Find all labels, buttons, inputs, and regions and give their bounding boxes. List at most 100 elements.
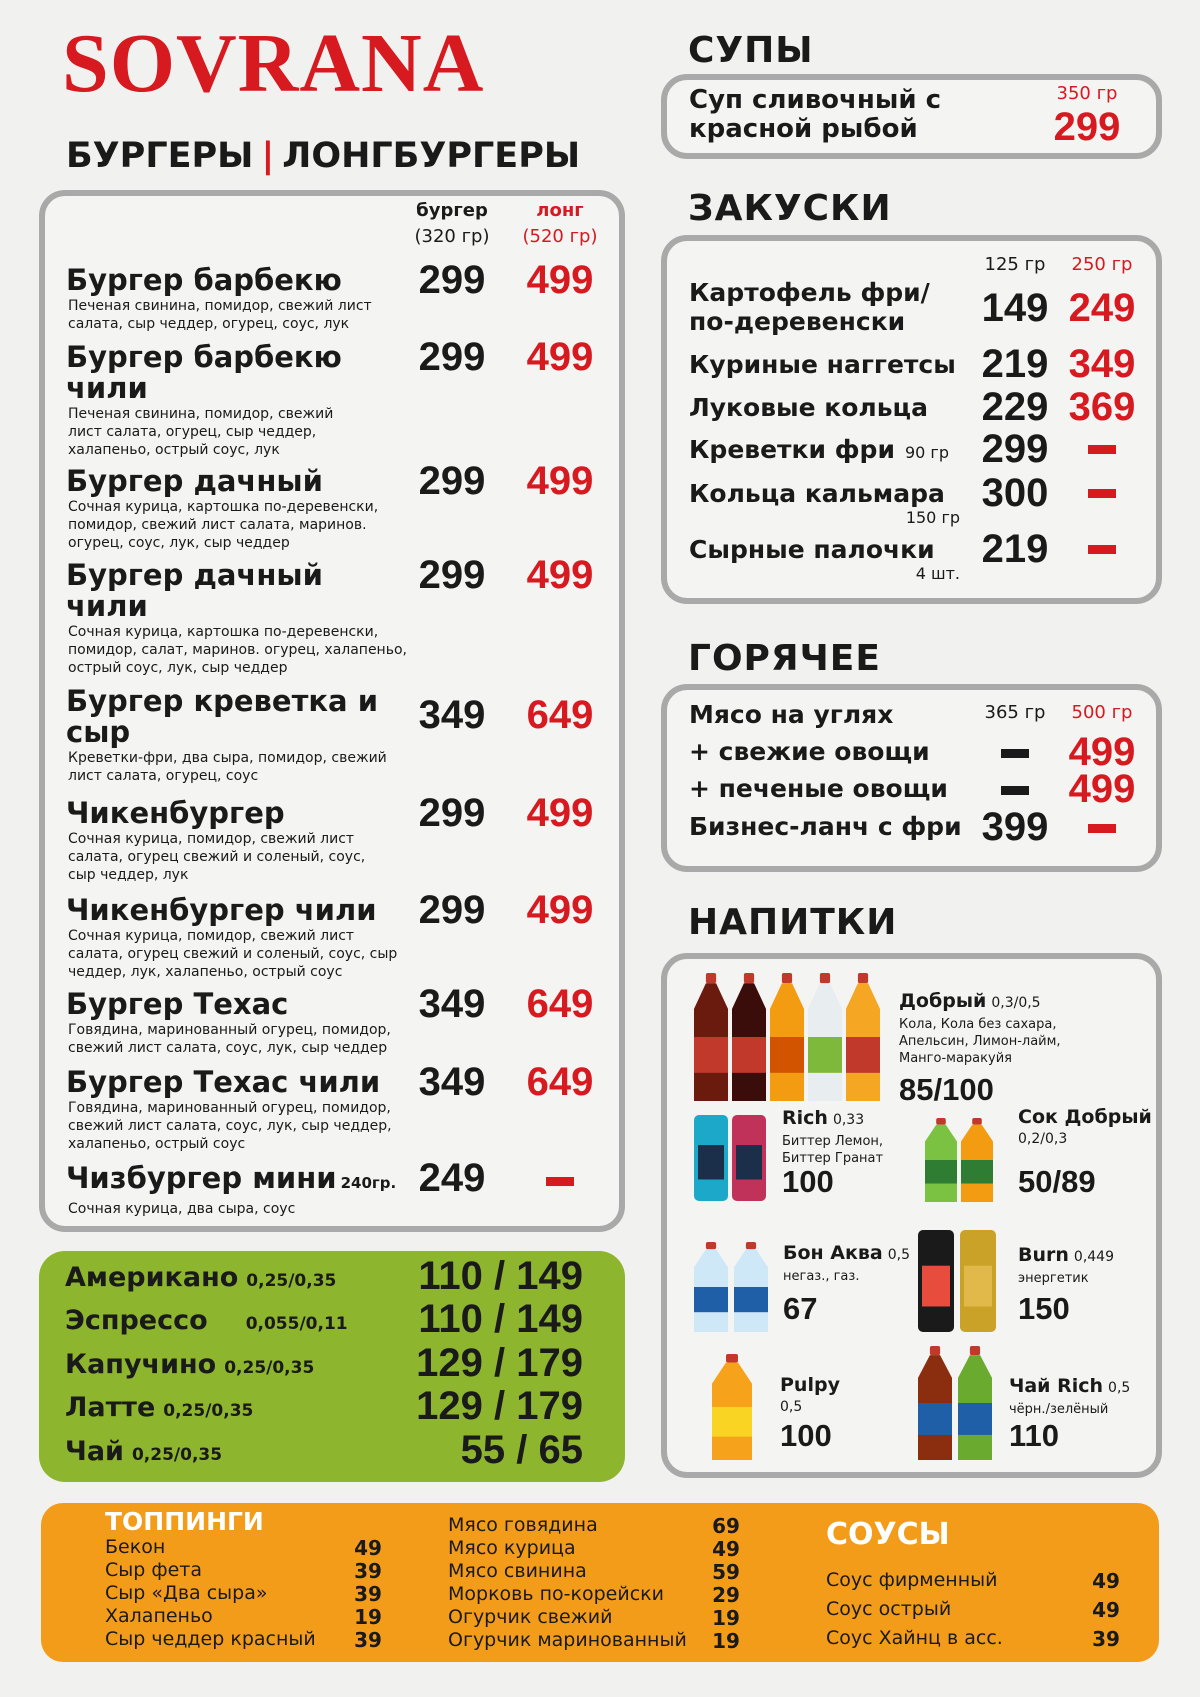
- coffee-name: Эспрессо 0,055/0,11: [65, 1305, 348, 1336]
- snacks-box: [661, 235, 1162, 604]
- drink-image-part: [770, 1037, 804, 1073]
- snack-price: 300: [981, 471, 1049, 515]
- topping-price: 19: [354, 1605, 382, 1629]
- topping-price: 49: [354, 1536, 382, 1560]
- name: Чай Rich: [1009, 1375, 1104, 1397]
- drink-image-part: [694, 1037, 728, 1073]
- coffee-box: [39, 1251, 625, 1482]
- topping-name: Сыр фета: [105, 1559, 203, 1581]
- sauces-title: СОУСЫ: [826, 1517, 950, 1552]
- topping-price: 39: [354, 1559, 382, 1583]
- drink-price: 50/89: [1018, 1164, 1096, 1199]
- drink-desc: Биттер Лемон, Биттер Гранат: [782, 1134, 884, 1166]
- separator: |: [261, 136, 275, 176]
- name: Кольца кальмара: [689, 479, 945, 508]
- section-title: НАПИТКИ: [688, 902, 898, 943]
- drink-image-part: [726, 1354, 738, 1363]
- col-header: лонг: [536, 200, 584, 221]
- snack-price: 229: [981, 385, 1049, 429]
- hot-name: Бизнес-ланч с фри: [689, 812, 962, 841]
- name: Бургер дачный: [66, 464, 323, 498]
- col-header: бургер: [416, 200, 488, 221]
- toppings-title: ТОППИНГИ: [105, 1507, 264, 1536]
- snack-name: Куриные наггетсы: [689, 350, 956, 379]
- name: Бургер барбекю чили: [66, 340, 342, 405]
- drink-desc: Кола, Кола без сахара, Апельсин, Лимон-л…: [899, 1017, 1061, 1066]
- name: Burn: [1018, 1244, 1069, 1266]
- hot-name: + печеные овощи: [689, 774, 948, 803]
- name: Сырные палочки: [689, 535, 935, 564]
- sauce-name: Соус фирменный: [826, 1569, 998, 1591]
- hot-name: + свежие овощи: [689, 737, 930, 766]
- burger-desc: Сочная курица, два сыра, соус: [68, 1201, 296, 1217]
- soup-price: 299: [1053, 105, 1121, 149]
- snack-weight: 150 гр: [905, 508, 960, 527]
- drink-image-part: [819, 973, 831, 984]
- snack-price: 299: [981, 427, 1049, 471]
- burger-name: Бургер дачный чили: [66, 560, 366, 622]
- burger-desc: Сочная курица, помидор, свежий лист сала…: [68, 928, 398, 980]
- long-price: 499: [526, 459, 594, 503]
- burger-desc: Креветки-фри, два сыра, помидор, свежий …: [68, 750, 387, 784]
- coffee-price: 129 / 179: [416, 1341, 583, 1385]
- snack-name: Картофель фри/ по-деревенски: [689, 278, 939, 336]
- topping-price: 39: [354, 1628, 382, 1652]
- drink-price: 150: [1018, 1291, 1070, 1326]
- hot-large-price: 499: [1068, 730, 1136, 774]
- burger-desc: Сочная курица, картошка по-деревенски, п…: [68, 499, 379, 551]
- drink-image-part: [958, 1403, 992, 1435]
- burger-name: Чикенбургер чили: [66, 895, 377, 926]
- snack-large-price: 249: [1068, 286, 1136, 330]
- name: Бургер Техас чили: [66, 1065, 381, 1099]
- col-header: (520 гр): [522, 226, 598, 247]
- snack-price: 219: [981, 527, 1049, 571]
- drink-image-part: [972, 1118, 982, 1125]
- name: Куриные наггетсы: [689, 350, 956, 379]
- coffee-price: 110 / 149: [418, 1297, 583, 1341]
- topping-price: 19: [712, 1606, 740, 1630]
- sauce-price: 39: [1092, 1627, 1120, 1651]
- burger-price: 299: [418, 791, 486, 835]
- burgers-title: БУРГЕРЫ | ЛОНГБУРГЕРЫ: [66, 136, 580, 176]
- burger-name: Бургер барбекю чили: [66, 342, 366, 404]
- coffee-name: Чай 0,25/0,35: [65, 1436, 222, 1467]
- name: Латте: [65, 1392, 156, 1423]
- drink-image-part: [964, 1265, 992, 1307]
- drink-image-part: [705, 1242, 717, 1250]
- dash: [1088, 445, 1116, 454]
- drink-name: Rich 0,33: [782, 1107, 864, 1129]
- burger-name: Бургер Техас: [66, 989, 288, 1020]
- name: Американо: [65, 1262, 239, 1293]
- dash: [1088, 545, 1116, 554]
- weight: 90 гр: [904, 443, 949, 462]
- long-price: 499: [526, 335, 594, 379]
- name: Чай: [65, 1436, 124, 1467]
- burger-price: 299: [418, 888, 486, 932]
- drink-price: 100: [780, 1418, 832, 1453]
- volume: 0,25/0,35: [163, 1401, 254, 1421]
- name: Креветки фри: [689, 435, 895, 464]
- drink-image-part: [922, 1265, 950, 1307]
- burger-price: 299: [418, 553, 486, 597]
- soup-name: Суп сливочный с красной рыбой: [689, 85, 942, 144]
- col-header: 365 гр: [984, 702, 1046, 723]
- name: Бургер дачный чили: [66, 558, 323, 623]
- burger-price: 349: [418, 1060, 486, 1104]
- burger-name: Бургер дачный: [66, 466, 323, 497]
- hot-name: Мясо на углях: [689, 700, 894, 729]
- col-header: (320 гр): [414, 226, 490, 247]
- name: Rich: [782, 1107, 828, 1129]
- long-price: 499: [526, 258, 594, 302]
- volume: 0,25/0,35: [246, 1271, 337, 1291]
- drink-price: 100: [782, 1164, 834, 1199]
- col-header: 125 гр: [984, 254, 1046, 275]
- burger-name: Бургер барбекю: [66, 265, 342, 296]
- drink-name: Burn 0,449: [1018, 1244, 1114, 1266]
- burger-desc: Говядина, маринованный огурец, помидор, …: [68, 1022, 391, 1056]
- topping-name: Сыр «Два сыра»: [105, 1582, 268, 1604]
- drink-desc: чёрн./зелёный: [1009, 1402, 1109, 1417]
- brand-logo: SOVRANA: [62, 17, 485, 110]
- burger-price: 349: [418, 982, 486, 1026]
- sauce-name: Соус острый: [826, 1598, 952, 1620]
